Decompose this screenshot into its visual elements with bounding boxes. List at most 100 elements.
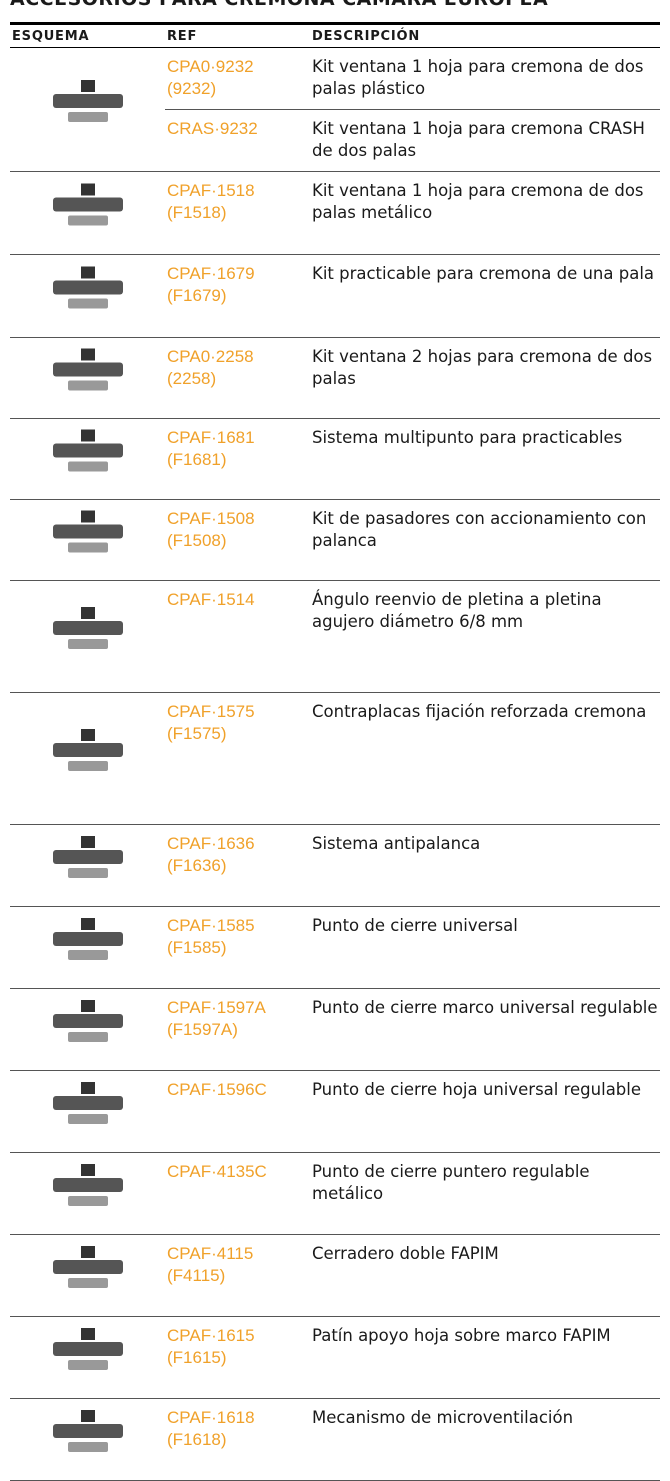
description: Kit de pasadores con accionamiento con p… <box>310 499 660 581</box>
table-row: CPA0·9232 (9232) Kit ventana 1 hoja para c… <box>10 47 660 172</box>
table-row: CPA0·2258 (2258) Kit ventana 2 hojas para … <box>10 337 660 419</box>
schematic-cell <box>10 418 165 500</box>
ref-code: CPAF·1679 <box>167 264 255 283</box>
ref-alt-code: (F1518) <box>167 203 227 222</box>
ref-cell: CPA0·9232 (9232) <box>165 47 310 110</box>
schematic-cell <box>10 906 165 989</box>
ref-code: CPAF·1575 <box>167 702 255 721</box>
column-header: DESCRIPCIÓN <box>310 22 660 48</box>
schematic <box>52 183 123 225</box>
schematic-cell <box>10 47 165 172</box>
ref-cell: CPAF·1518 (F1518) <box>165 171 310 255</box>
ref-cell: CPAF·1508 (F1508) <box>165 499 310 581</box>
ref-cell: CRAS·9232 <box>165 109 310 172</box>
ref-cell: CPAF·1615 (F1615) <box>165 1316 310 1399</box>
ref-alt-code: (F1585) <box>167 938 227 957</box>
ref-cell: CPAF·1597A (F1597A) <box>165 988 310 1071</box>
ref-cell: CPAF·4135C <box>165 1152 310 1235</box>
table-row: CPAF·1679 (F1679) Kit practicable para cre… <box>10 254 660 338</box>
schematic-cell <box>10 254 165 338</box>
table-row: CPAF·1585 (F1585) Punto de cierre universa… <box>10 906 660 989</box>
header-row: ESQUEMA REF DESCRIPCIÓN <box>10 22 660 48</box>
ref-alt-code: (F1508) <box>167 531 227 550</box>
ref-code: CPAF·1681 <box>167 428 255 447</box>
schematic-cell <box>10 580 165 693</box>
description: Mecanismo de microventilación <box>310 1398 660 1481</box>
description: Kit ventana 2 hojas para cremona de dos … <box>310 337 660 419</box>
description: Sistema antipalanca <box>310 824 660 907</box>
schematic <box>52 1327 123 1370</box>
ref-cell: CPAF·1681 (F1681) <box>165 418 310 500</box>
ref-code: CPA0·9232 <box>167 57 254 76</box>
schematic-cell <box>10 824 165 907</box>
table-row: CPAF·4135C Punto de cierre puntero regula… <box>10 1152 660 1235</box>
page-title: ACCESORIOS PARA CREMONA CÁMARA EUROPEA <box>10 0 548 10</box>
schematic <box>52 917 123 960</box>
table-row: CPAF·1681 (F1681) Sistema multipunto para … <box>10 418 660 500</box>
schematic-cell <box>10 1398 165 1481</box>
table-row: CPAF·1618 (F1618) Mecanismo de microventil… <box>10 1398 660 1481</box>
ref-code: CPAF·1518 <box>167 181 255 200</box>
column-header: ESQUEMA <box>10 22 165 48</box>
table-row: CRAS·9232 Kit ventana 1 hoja para cremona… <box>10 109 660 172</box>
description: Punto de cierre hoja universal regulable <box>310 1070 660 1153</box>
ref-alt-code: (F1597A) <box>167 1020 238 1039</box>
column-header: REF <box>165 22 310 48</box>
ref-alt-code: (F1618) <box>167 1430 227 1449</box>
description: Kit ventana 1 hoja para cremona de dos p… <box>310 47 660 110</box>
ref-alt-code: (2258) <box>167 369 217 388</box>
description: Cerradero doble FAPIM <box>310 1234 660 1317</box>
schematic <box>52 348 123 390</box>
accessories-table: ESQUEMA REF DESCRIPCIÓN CPA0·9232 (9232) K… <box>10 22 660 1481</box>
ref-code: CPAF·1585 <box>167 916 255 935</box>
ref-cell: CPAF·4115 (F4115) <box>165 1234 310 1317</box>
schematic-cell <box>10 1316 165 1399</box>
schematic-cell <box>10 499 165 581</box>
table-row: CPAF·1636 (F1636) Sistema antipalanca <box>10 824 660 907</box>
schematic <box>52 429 123 471</box>
description: Punto de cierre universal <box>310 906 660 989</box>
schematic <box>52 1081 123 1124</box>
schematic <box>52 1245 123 1288</box>
ref-cell: CPA0·2258 (2258) <box>165 337 310 419</box>
schematic-cell <box>10 988 165 1071</box>
schematic <box>52 728 123 771</box>
schematic-cell <box>10 1070 165 1153</box>
description: Kit ventana 1 hoja para cremona de dos p… <box>310 171 660 255</box>
schematic <box>52 606 123 649</box>
ref-cell: CPAF·1596C <box>165 1070 310 1153</box>
description: Sistema multipunto para practicables <box>310 418 660 500</box>
ref-alt-code: (F1681) <box>167 450 227 469</box>
table-row: CPAF·1615 (F1615) Patín apoyo hoja sobre m… <box>10 1316 660 1399</box>
ref-code: CPAF·1636 <box>167 834 255 853</box>
ref-cell: CPAF·1679 (F1679) <box>165 254 310 338</box>
table-row: CPAF·1596C Punto de cierre hoja universal… <box>10 1070 660 1153</box>
schematic-cell <box>10 337 165 419</box>
schematic-cell <box>10 171 165 255</box>
ref-cell: CPAF·1585 (F1585) <box>165 906 310 989</box>
description: Ángulo reenvio de pletina a pletina aguj… <box>310 580 660 693</box>
ref-code: CPAF·1618 <box>167 1408 255 1427</box>
ref-code: CRAS·9232 <box>167 119 258 138</box>
description: Punto de cierre marco universal regulabl… <box>310 988 660 1071</box>
description: Patín apoyo hoja sobre marco FAPIM <box>310 1316 660 1399</box>
description: Kit practicable para cremona de una pala <box>310 254 660 338</box>
schematic <box>52 835 123 878</box>
schematic-cell <box>10 1234 165 1317</box>
ref-alt-code: (F1575) <box>167 724 227 743</box>
ref-cell: CPAF·1514 <box>165 580 310 693</box>
ref-code: CPAF·1615 <box>167 1326 255 1345</box>
description: Contraplacas fijación reforzada cremona <box>310 692 660 825</box>
schematic <box>52 79 123 122</box>
ref-code: CPA0·2258 <box>167 347 254 366</box>
schematic-cell <box>10 692 165 825</box>
ref-alt-code: (F1636) <box>167 856 227 875</box>
ref-alt-code: (F1679) <box>167 286 227 305</box>
schematic <box>52 1163 123 1206</box>
ref-code: CPAF·4135C <box>167 1162 267 1181</box>
schematic <box>52 266 123 308</box>
ref-cell: CPAF·1575 (F1575) <box>165 692 310 825</box>
table-row: CPAF·1514 Ángulo reenvio de pletina a ple… <box>10 580 660 693</box>
ref-code: CPAF·1596C <box>167 1080 267 1099</box>
